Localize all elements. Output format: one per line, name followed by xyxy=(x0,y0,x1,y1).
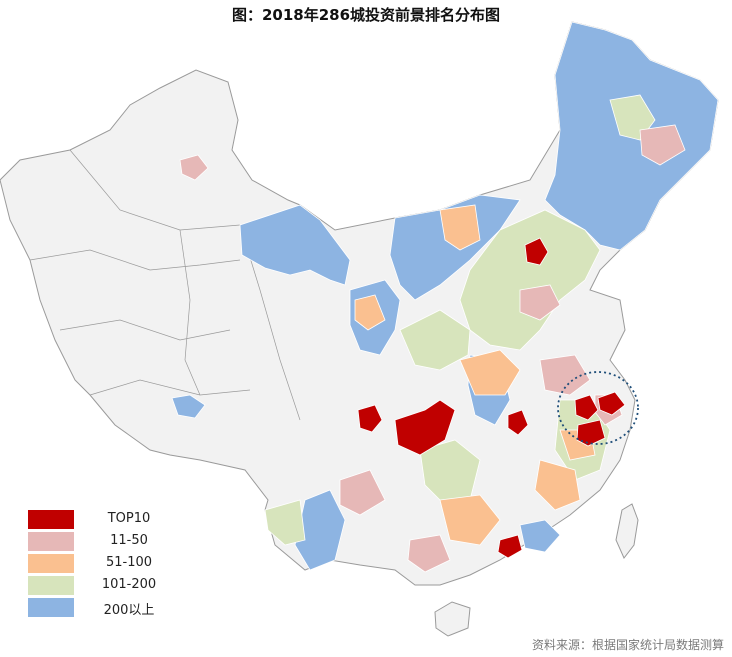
tier-101-200-regions xyxy=(264,94,656,546)
legend-label: 51-100 xyxy=(105,555,153,570)
legend-label: 11-50 xyxy=(110,533,148,548)
legend-swatch xyxy=(28,510,74,529)
legend-item-51-100: 51-100 xyxy=(28,552,178,574)
map-title: 图：2018年286城投资前景排名分布图 xyxy=(231,6,501,24)
legend-label: 200以上 xyxy=(103,603,155,618)
legend-label: TOP10 xyxy=(107,511,151,526)
legend: TOP10 11-50 51-100 101-200 200以上 xyxy=(28,508,178,618)
highlight-circle xyxy=(557,371,639,445)
legend-swatch xyxy=(28,576,74,595)
legend-swatch xyxy=(28,554,74,573)
top10-regions xyxy=(357,237,626,559)
legend-item-101-200: 101-200 xyxy=(28,574,178,596)
source-note: 资料来源：根据国家统计局数据测算 xyxy=(531,638,724,652)
region-boundaries xyxy=(29,149,301,421)
tier-51-100-regions xyxy=(354,204,596,546)
hainan-island xyxy=(434,601,471,637)
legend-swatch xyxy=(28,532,74,551)
taiwan-island xyxy=(615,503,639,559)
legend-swatch xyxy=(28,598,74,617)
legend-item-top10: TOP10 xyxy=(28,508,178,530)
legend-item-11-50: 11-50 xyxy=(28,530,178,552)
legend-item-200-plus: 200以上 xyxy=(28,596,178,618)
legend-label: 101-200 xyxy=(101,577,157,592)
